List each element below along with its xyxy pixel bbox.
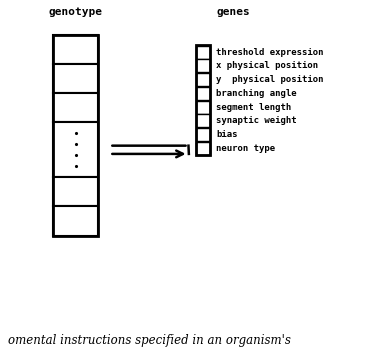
Bar	[196, 101, 210, 114]
Bar	[196, 87, 210, 100]
Bar	[53, 35, 98, 236]
Text: omental instructions specified in an organism's: omental instructions specified in an org…	[8, 334, 291, 347]
Bar	[196, 142, 210, 155]
Bar	[196, 128, 210, 141]
Bar	[196, 46, 210, 59]
Bar	[53, 122, 98, 177]
Bar	[53, 93, 98, 122]
Bar	[53, 207, 98, 236]
Text: branching angle: branching angle	[216, 89, 297, 98]
Text: neuron type: neuron type	[216, 144, 275, 153]
Bar	[196, 59, 210, 72]
Text: threshold expression: threshold expression	[216, 48, 323, 57]
Text: x physical position: x physical position	[216, 62, 318, 71]
Bar	[196, 45, 210, 155]
Bar	[53, 177, 98, 207]
Text: y  physical position: y physical position	[216, 75, 323, 84]
Text: segment length: segment length	[216, 103, 291, 112]
Bar	[53, 35, 98, 64]
Text: genotype: genotype	[49, 8, 103, 18]
Text: synaptic weight: synaptic weight	[216, 116, 297, 125]
Bar	[196, 115, 210, 127]
Bar	[53, 64, 98, 93]
Text: genes: genes	[216, 8, 250, 18]
Bar	[196, 73, 210, 86]
Text: bias: bias	[216, 130, 238, 139]
